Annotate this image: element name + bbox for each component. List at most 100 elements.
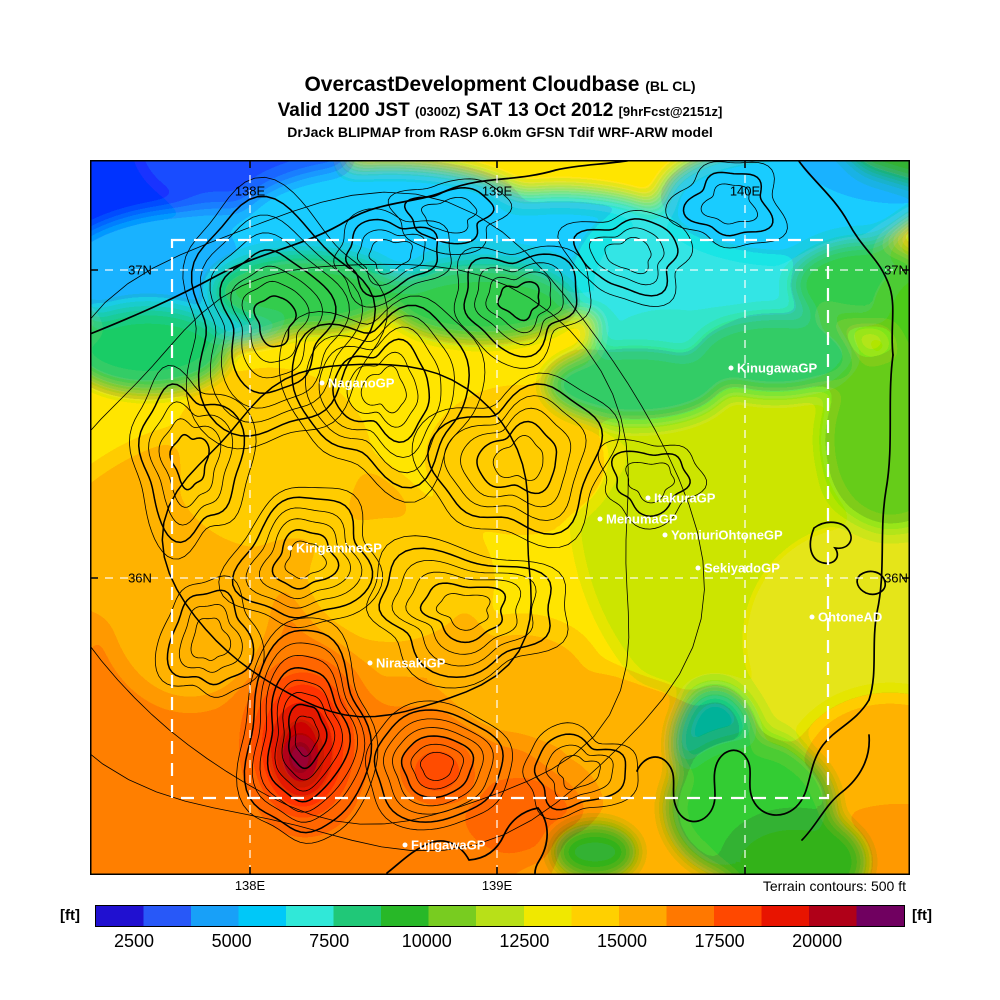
terrain-contour xyxy=(245,507,363,609)
terrain-contour xyxy=(378,547,552,679)
colorbar-tick-label: 7500 xyxy=(309,931,350,951)
site-label: YomiuriOhtoneGP xyxy=(671,527,783,543)
grid-label: 36N xyxy=(884,570,908,586)
valid-time-line: Valid 1200 JST (0300Z) SAT 13 Oct 2012 [… xyxy=(0,99,1000,123)
cloudbase-field xyxy=(90,160,910,875)
terrain-contour xyxy=(492,435,544,481)
terrain-contour xyxy=(281,691,336,781)
terrain-contour xyxy=(304,315,455,474)
terrain-contour xyxy=(231,496,374,619)
terrain-contour xyxy=(291,304,470,489)
valid-date: SAT 13 Oct 2012 xyxy=(465,100,614,121)
lat-gridlines xyxy=(90,269,910,579)
coastline-tokyo-bay xyxy=(636,699,870,823)
site-dot-icon xyxy=(695,565,701,571)
terrain-contour xyxy=(158,418,222,508)
colorbar-tick-label: 2500 xyxy=(114,931,155,951)
terrain-contour xyxy=(533,733,627,811)
terrain-contour xyxy=(443,395,587,521)
terrain-contour xyxy=(665,161,788,249)
site-label: KirigamineGP xyxy=(296,540,382,556)
terrain-contour xyxy=(700,183,759,225)
terrain-contour xyxy=(419,582,507,644)
cloudbase-map-svg xyxy=(90,160,910,875)
terrain-contour xyxy=(243,629,373,834)
coastline-pacific xyxy=(868,354,894,701)
site-dot-icon xyxy=(319,380,325,386)
terrain-contour xyxy=(190,195,377,437)
terrain-contour xyxy=(90,191,705,852)
terrain-contour xyxy=(230,265,323,379)
colorbar-tick-label: 17500 xyxy=(694,931,745,951)
terrain-contour xyxy=(682,171,774,237)
coastline-izu xyxy=(534,807,548,875)
terrain-contour xyxy=(251,642,366,823)
terrain-contour xyxy=(557,209,694,308)
colorbar-tick-label: 12500 xyxy=(499,931,550,951)
site-dot-icon xyxy=(367,660,373,666)
terrain-contour xyxy=(427,383,604,535)
terrain-contour xyxy=(497,281,540,322)
terrain-contour xyxy=(166,589,255,686)
terrain-contour xyxy=(332,338,431,443)
terrain-contour xyxy=(128,365,257,560)
valid-forecast: [9hrFcst@2151z] xyxy=(618,104,723,119)
terrain-contour xyxy=(485,271,552,334)
terrain-contour xyxy=(373,709,504,823)
colorbar-tick-label: 20000 xyxy=(792,931,843,951)
lake-outline xyxy=(809,521,852,565)
valid-zulu: (0300Z) xyxy=(414,104,461,119)
terrain-contour xyxy=(284,540,327,580)
terrain-contour xyxy=(288,703,328,770)
terrain-contour xyxy=(259,654,359,813)
colorbar-tick-row: 2500 5000 7500 10000 12500 15000 17500 20000 xyxy=(0,931,1000,953)
terrain-contour xyxy=(236,617,379,844)
terrain-contour xyxy=(572,218,679,297)
terrain-contour xyxy=(266,667,351,803)
terrain-contour xyxy=(178,603,243,673)
colorbar-tick-label: 15000 xyxy=(596,931,648,951)
site-label: NaganoGP xyxy=(328,375,395,391)
terrain-contour xyxy=(420,752,455,781)
site-dot-icon xyxy=(662,532,668,538)
terrain-contour xyxy=(522,722,639,820)
terrain-contour xyxy=(411,372,621,549)
terrain-contour xyxy=(190,617,232,661)
colorbar-tick-label: 10000 xyxy=(401,931,452,951)
terrain-contour xyxy=(344,218,439,298)
terrain-contour xyxy=(588,227,665,286)
colorbar-row: [ft] [ft] xyxy=(0,903,1000,929)
terrain-contour xyxy=(137,383,246,544)
terrain-contour xyxy=(597,439,708,530)
terrain-contour xyxy=(366,535,569,689)
terrain-contour xyxy=(218,486,384,629)
terrain-contour xyxy=(435,593,491,631)
terrain-contour xyxy=(463,253,578,358)
site-dot-icon xyxy=(597,516,603,522)
terrain-contour xyxy=(387,178,513,255)
grid-label: 139E xyxy=(481,183,513,199)
terrain-contour xyxy=(294,715,320,757)
map-frame xyxy=(90,160,910,875)
grid-label: 138E xyxy=(234,878,266,893)
terrain-contour xyxy=(318,326,442,458)
site-dot-icon xyxy=(287,545,293,551)
latlon-grid-layer xyxy=(90,160,910,875)
terrain-contour xyxy=(382,718,494,815)
terrain-contour xyxy=(258,518,352,600)
colorbar xyxy=(95,905,905,927)
terrain-contour xyxy=(209,232,350,409)
terrain-contour xyxy=(476,420,558,495)
terrain-contour xyxy=(392,727,484,807)
terrain-contour xyxy=(148,401,234,526)
terrain-contour-layer xyxy=(90,161,788,852)
site-label: ItakuraGP xyxy=(654,490,716,506)
terrain-contours-note: Terrain contours: 500 ft xyxy=(762,878,906,894)
site-dot-icon xyxy=(645,495,651,501)
site-label: MenumaGP xyxy=(606,511,678,527)
grid-label: 36N xyxy=(128,570,152,586)
frame-ticks xyxy=(90,160,910,875)
terrain-contour xyxy=(219,249,337,394)
terrain-contour xyxy=(154,575,265,698)
title-parameter-tag: (BL CL) xyxy=(645,78,696,94)
